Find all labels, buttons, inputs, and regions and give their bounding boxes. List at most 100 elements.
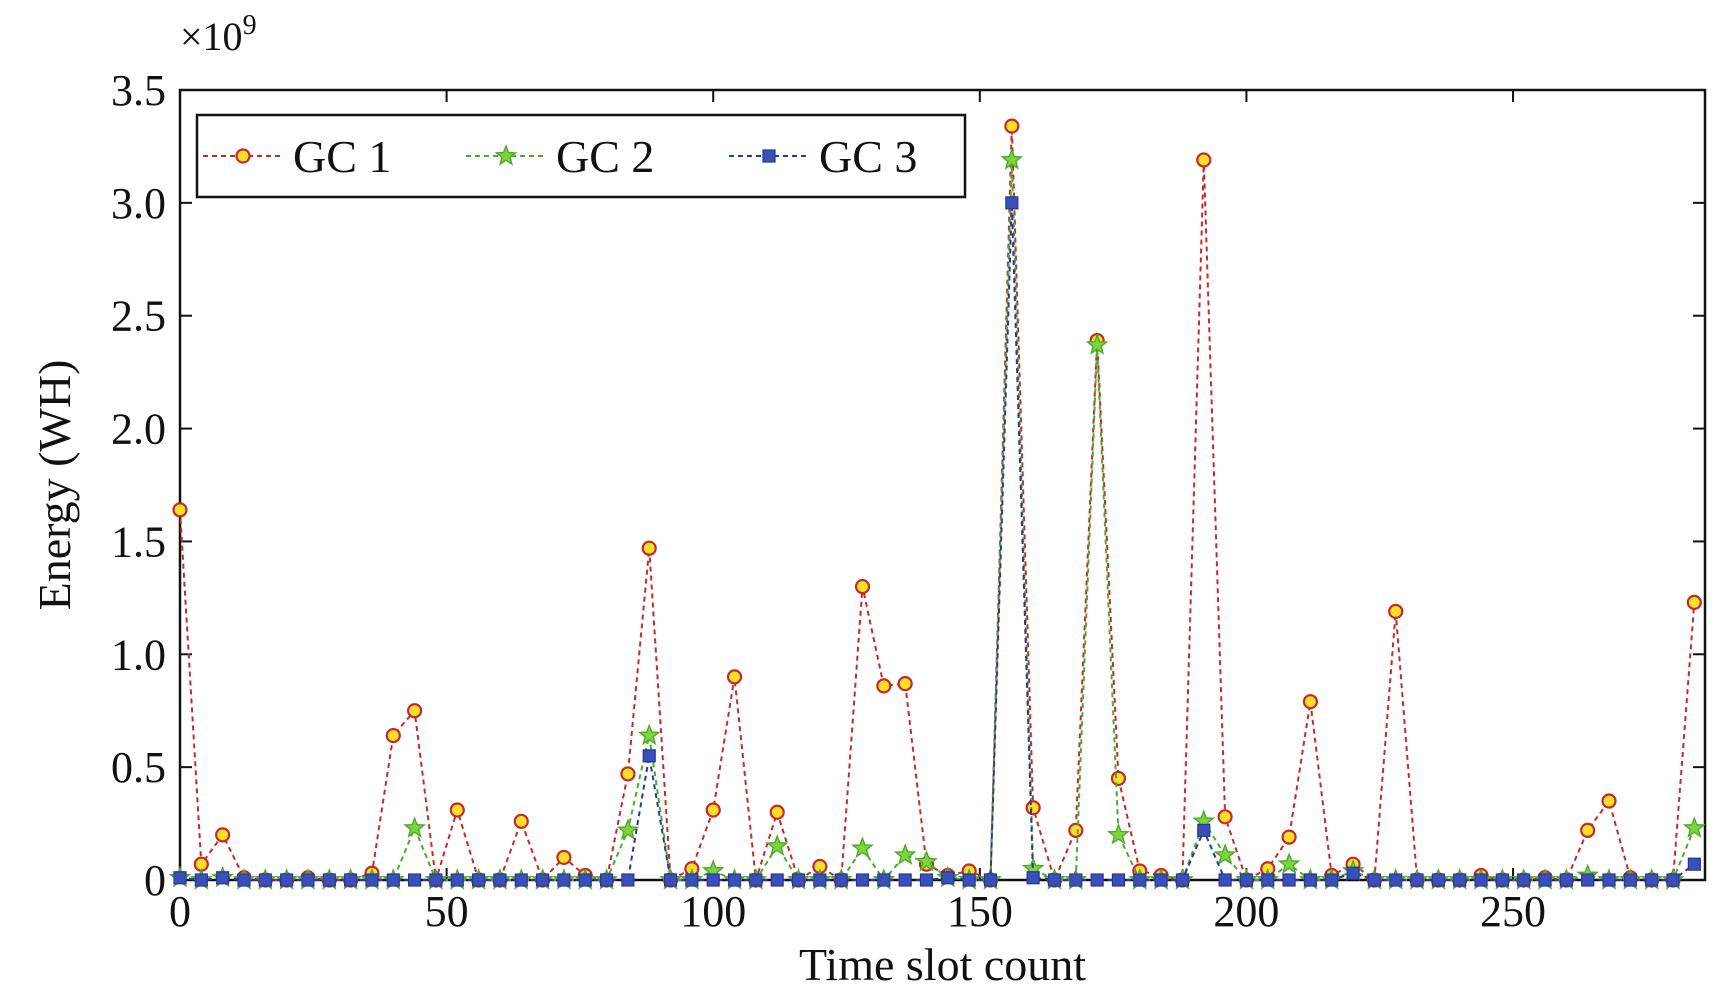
legend-item: GC 3: [729, 131, 917, 182]
data-point: [450, 873, 464, 887]
series-2: [168, 148, 1706, 890]
data-point: [301, 873, 315, 887]
data-point: [1175, 873, 1190, 887]
data-point: [749, 873, 763, 887]
y-tick-label: 2.0: [111, 405, 166, 454]
data-point: [385, 727, 401, 744]
data-point: [1602, 873, 1616, 887]
legend-label: GC 3: [819, 131, 917, 182]
data-point: [386, 873, 400, 887]
x-tick-label: 150: [947, 887, 1013, 936]
data-point: [1110, 770, 1127, 787]
data-point: [637, 723, 661, 746]
data-point: [1559, 873, 1573, 887]
data-point: [1217, 809, 1233, 825]
data-point: [1085, 333, 1109, 355]
data-point: [898, 873, 912, 887]
data-point: [616, 818, 640, 841]
data-point: [1389, 873, 1403, 887]
data-point: [770, 873, 784, 887]
data-point: [1068, 822, 1084, 838]
data-point: [941, 871, 955, 885]
data-point: [1645, 873, 1659, 887]
data-point: [642, 749, 656, 763]
data-point: [322, 873, 336, 887]
data-point: [1453, 873, 1467, 887]
y-axis-exponent: ×109: [180, 10, 257, 59]
data-point: [1367, 873, 1382, 887]
data-point: [834, 873, 848, 887]
data-point: [1004, 118, 1020, 134]
data-point: [1538, 873, 1552, 887]
data-point: [1026, 871, 1040, 885]
data-point: [621, 873, 635, 887]
legend: GC 1 GC 2 GC 3: [195, 113, 967, 199]
data-point: [962, 873, 976, 887]
data-point: [1111, 873, 1126, 887]
data-point: [1431, 873, 1445, 887]
data-point: [172, 502, 188, 518]
data-point: [472, 873, 486, 887]
data-point: [1517, 873, 1531, 887]
data-point: [514, 873, 528, 887]
plot-area-border: [178, 88, 1707, 882]
data-point: [1069, 873, 1083, 887]
x-tick-label: 200: [1213, 887, 1279, 936]
data-point: [535, 873, 550, 887]
data-point: [854, 578, 871, 595]
data-point: [769, 804, 785, 820]
data-point: [1107, 822, 1130, 845]
data-point: [706, 873, 720, 887]
data-point: [727, 873, 742, 887]
x-tick-label: 50: [425, 887, 469, 936]
data-point: [429, 873, 443, 887]
data-point: [1005, 196, 1019, 210]
series-3: [173, 196, 1701, 887]
legend-label: GC 2: [556, 131, 654, 182]
data-point: [1325, 873, 1339, 887]
data-point: [578, 873, 592, 887]
y-tick-label: 1.5: [111, 517, 166, 566]
legend-marker: [494, 144, 518, 166]
data-point: [194, 873, 208, 887]
data-point: [258, 873, 272, 887]
data-point: [1495, 873, 1509, 887]
data-point: [556, 849, 572, 866]
data-point: [1196, 152, 1212, 168]
series-1: [172, 118, 1702, 888]
data-point: [641, 540, 657, 556]
series-line: [179, 159, 1696, 882]
legend-marker: [235, 148, 251, 164]
data-point: [237, 873, 251, 887]
data-point: [1474, 873, 1488, 887]
y-axis-ticks: 0 0.5 1.0 1.5 2.0 2.5 3.0 3.5: [111, 66, 1705, 905]
data-point: [851, 836, 874, 859]
data-point: [1346, 866, 1360, 880]
data-point: [1197, 823, 1211, 837]
data-point: [765, 834, 789, 856]
data-point: [1000, 148, 1024, 170]
data-point: [983, 873, 998, 887]
y-axis-title: Energy (WH): [29, 360, 80, 611]
data-point: [1213, 843, 1237, 865]
y-tick-label: 3.5: [111, 66, 166, 115]
data-point: [216, 871, 230, 885]
data-point: [365, 873, 379, 887]
data-point: [1303, 873, 1318, 887]
data-point: [897, 676, 913, 692]
legend-item: GC 2: [466, 131, 654, 182]
y-tick-label: 3.0: [111, 179, 166, 228]
data-point: [1047, 873, 1062, 887]
data-point: [408, 873, 422, 887]
x-axis-ticks: 0 50 100 150 200 250: [169, 90, 1546, 936]
data-point: [620, 766, 636, 782]
series-layer: [168, 118, 1706, 890]
legend-item: GC 1: [203, 131, 391, 182]
data-point: [663, 873, 678, 887]
x-tick-label: 250: [1480, 887, 1546, 936]
data-point: [726, 669, 743, 685]
legend-box: [195, 113, 967, 199]
data-point: [705, 802, 721, 818]
legend-marker: [762, 149, 776, 163]
data-point: [1282, 873, 1296, 887]
